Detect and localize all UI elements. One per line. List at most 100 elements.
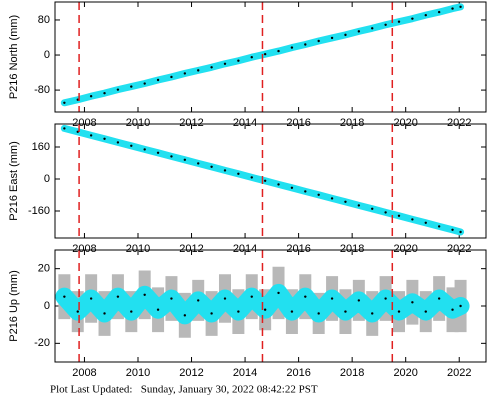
data-point	[371, 312, 374, 315]
data-point	[330, 36, 334, 40]
data-point	[130, 310, 133, 313]
y-axis-label: P216 East (mm)	[8, 141, 20, 220]
data-point	[116, 295, 120, 298]
data-point	[63, 295, 66, 298]
data-point	[424, 310, 427, 313]
data-point	[397, 214, 401, 217]
data-point	[330, 197, 334, 200]
plot-frame	[54, 1, 487, 113]
data-point	[357, 299, 361, 302]
data-point	[223, 297, 227, 300]
x-tick-label: 2018	[340, 117, 364, 129]
x-tick-label: 2016	[286, 243, 310, 255]
data-point	[197, 162, 200, 165]
data-point	[170, 297, 173, 300]
data-point	[451, 7, 454, 10]
y-tick-label: 80	[38, 14, 50, 26]
data-point	[277, 291, 280, 295]
data-point	[290, 46, 294, 49]
data-point	[371, 207, 374, 210]
y-tick-label: -80	[34, 84, 50, 96]
data-point	[277, 49, 280, 53]
data-point	[451, 228, 454, 231]
y-tick-label: -160	[28, 205, 50, 217]
data-point	[451, 308, 454, 311]
footer: Plot Last Updated: Sunday, January 30, 2…	[50, 384, 318, 396]
y-tick-label: 0	[44, 300, 50, 312]
x-tick-label: 2016	[286, 117, 310, 129]
data-point	[116, 141, 120, 144]
x-tick-label: 2022	[447, 243, 471, 255]
data-point	[237, 172, 240, 175]
data-point	[304, 295, 307, 298]
data-point	[156, 308, 160, 311]
y-tick-label: 0	[44, 173, 50, 185]
y-tick-label: 0	[44, 49, 50, 61]
y-axis-label: P216 Up (mm)	[8, 270, 20, 342]
data-point	[459, 230, 462, 234]
x-tick-label: 2012	[179, 117, 203, 129]
data-point	[210, 165, 213, 168]
data-point	[459, 304, 462, 308]
data-point	[143, 148, 146, 151]
x-tick-label: 2008	[72, 117, 96, 129]
data-point	[170, 155, 173, 158]
x-tick-label: 2014	[233, 243, 257, 255]
data-point	[223, 169, 227, 172]
data-point	[103, 137, 106, 140]
x-tick-label: 2010	[126, 367, 150, 379]
x-tick-label: 2008	[72, 367, 96, 379]
data-point	[89, 134, 93, 137]
data-point	[357, 204, 361, 207]
data-point	[63, 101, 66, 104]
data-point	[89, 95, 93, 98]
data-point	[116, 88, 120, 91]
data-point	[317, 193, 320, 196]
data-point	[130, 144, 133, 147]
x-tick-label: 2020	[393, 367, 417, 379]
data-point	[183, 72, 187, 75]
data-point	[277, 183, 280, 186]
data-point	[411, 218, 414, 221]
data-point	[397, 20, 401, 23]
data-point	[344, 33, 347, 37]
data-point	[290, 186, 294, 189]
x-tick-label: 2014	[233, 117, 257, 129]
data-point	[183, 314, 187, 317]
data-point	[384, 297, 387, 300]
data-point	[170, 75, 173, 79]
data-point	[223, 62, 227, 65]
data-point	[237, 310, 240, 313]
x-tick-label: 2012	[179, 367, 203, 379]
data-point	[103, 312, 106, 315]
data-point	[89, 297, 93, 300]
data-point	[156, 151, 160, 154]
data-point	[183, 158, 187, 161]
x-tick-label: 2012	[179, 243, 203, 255]
data-point	[384, 211, 387, 214]
y-tick-label: 160	[32, 141, 50, 153]
x-tick-label: 2018	[340, 243, 364, 255]
x-tick-label: 2022	[447, 367, 471, 379]
x-tick-label: 2014	[233, 367, 257, 379]
data-point	[263, 52, 267, 56]
x-tick-label: 2020	[393, 243, 417, 255]
data-point	[317, 39, 320, 43]
data-point	[344, 200, 347, 203]
data-point	[371, 27, 374, 30]
data-point	[397, 310, 401, 313]
y-tick-label: 20	[38, 263, 50, 275]
y-tick-label: -20	[34, 337, 50, 349]
data-point	[197, 69, 200, 72]
data-point	[411, 17, 414, 20]
x-tick-label: 2018	[340, 367, 364, 379]
data-point	[143, 293, 146, 296]
data-point	[290, 310, 294, 313]
data-point	[317, 312, 320, 315]
data-point	[437, 297, 441, 300]
data-point	[424, 13, 427, 17]
data-point	[424, 221, 427, 224]
data-point	[210, 312, 213, 315]
data-point	[143, 82, 146, 85]
